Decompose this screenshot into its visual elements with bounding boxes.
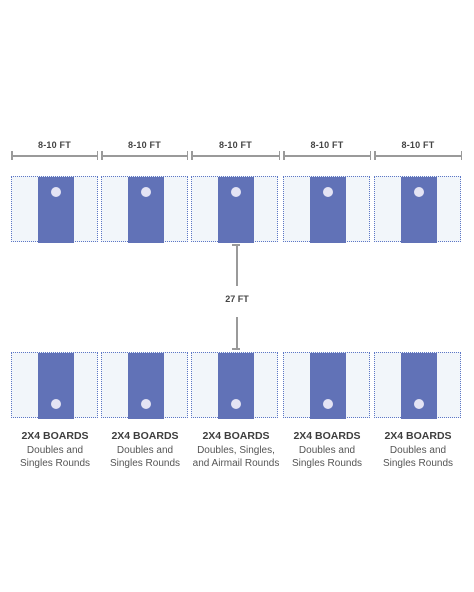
caption-title: 2X4 BOARDS	[202, 430, 270, 442]
caption-line: and Airmail Rounds	[192, 458, 280, 469]
spacing-dimension-2: 8-10 FT	[101, 140, 188, 160]
lane	[191, 352, 278, 419]
spacing-label: 8-10 FT	[219, 140, 252, 150]
spacing-label: 8-10 FT	[310, 140, 344, 150]
dimension-tick	[460, 151, 462, 160]
dimension-line	[374, 155, 462, 157]
lane	[191, 176, 278, 243]
spacing-dimension-1: 8-10 FT	[11, 140, 98, 160]
caption-title: 2X4 BOARDS	[21, 430, 89, 442]
dimension-tick	[101, 151, 103, 160]
top-board-row	[11, 176, 462, 243]
dimension-tick	[374, 151, 376, 160]
board-hole	[414, 187, 424, 197]
board-hole	[141, 399, 151, 409]
caption-line: Singles Rounds	[382, 458, 454, 469]
board-hole	[51, 187, 61, 197]
lane	[11, 176, 98, 243]
cornhole-board	[128, 177, 164, 243]
caption-line: Singles Rounds	[109, 458, 181, 469]
board-hole	[323, 187, 333, 197]
dimension-line	[11, 155, 98, 157]
board-hole	[141, 187, 151, 197]
cornhole-board	[38, 177, 74, 243]
lane	[283, 176, 370, 243]
cornhole-board	[218, 353, 254, 419]
court-caption-1: 2X4 BOARDS Doubles and Singles Rounds	[11, 430, 99, 470]
dimension-line	[101, 155, 188, 157]
lane	[101, 352, 188, 419]
spacing-label: 8-10 FT	[38, 140, 71, 150]
caption-line: Doubles and	[389, 445, 447, 456]
dimension-tick	[186, 151, 188, 160]
spacing-dimension-3: 8-10 FT	[191, 140, 280, 160]
cornhole-board	[401, 353, 437, 419]
court-caption-4: 2X4 BOARDS Doubles and Singles Rounds	[283, 430, 371, 470]
dimension-tick	[11, 151, 13, 160]
caption-title: 2X4 BOARDS	[384, 430, 452, 442]
court-caption-2: 2X4 BOARDS Doubles and Singles Rounds	[101, 430, 189, 470]
caption-line: Doubles and	[298, 445, 356, 456]
cornhole-board	[38, 353, 74, 419]
lane	[283, 352, 370, 419]
spacing-dimension-4: 8-10 FT	[283, 140, 371, 160]
cornhole-board	[310, 177, 346, 243]
cornhole-board	[310, 353, 346, 419]
caption-title: 2X4 BOARDS	[111, 430, 179, 442]
caption-line: Doubles and	[116, 445, 174, 456]
caption-line: Singles Rounds	[19, 458, 91, 469]
board-hole	[231, 399, 241, 409]
lane	[101, 176, 188, 243]
dimension-tick	[278, 151, 280, 160]
court-caption-3: 2X4 BOARDS Doubles, Singles, and Airmail…	[186, 430, 286, 470]
cornhole-board	[401, 177, 437, 243]
dimension-tick	[191, 151, 193, 160]
spacing-label: 8-10 FT	[128, 140, 161, 150]
spacing-label: 8-10 FT	[401, 140, 435, 150]
cornhole-board	[128, 353, 164, 419]
caption-title: 2X4 BOARDS	[293, 430, 361, 442]
board-hole	[323, 399, 333, 409]
court-caption-5: 2X4 BOARDS Doubles and Singles Rounds	[374, 430, 462, 470]
board-hole	[414, 399, 424, 409]
caption-line: Doubles, Singles,	[197, 445, 275, 456]
cornhole-board	[218, 177, 254, 243]
caption-line: Singles Rounds	[291, 458, 363, 469]
lane	[374, 352, 461, 419]
lane	[11, 352, 98, 419]
board-hole	[51, 399, 61, 409]
dimension-tick	[369, 151, 371, 160]
dimension-line	[283, 155, 371, 157]
spacing-dimension-5: 8-10 FT	[374, 140, 462, 160]
dimension-line	[191, 155, 280, 157]
caption-line: Doubles and	[26, 445, 84, 456]
dimension-tick	[96, 151, 98, 160]
lane	[374, 176, 461, 243]
dimension-tick	[283, 151, 285, 160]
board-hole	[231, 187, 241, 197]
bottom-board-row	[11, 352, 462, 419]
distance-label: 27 FT	[225, 294, 249, 304]
